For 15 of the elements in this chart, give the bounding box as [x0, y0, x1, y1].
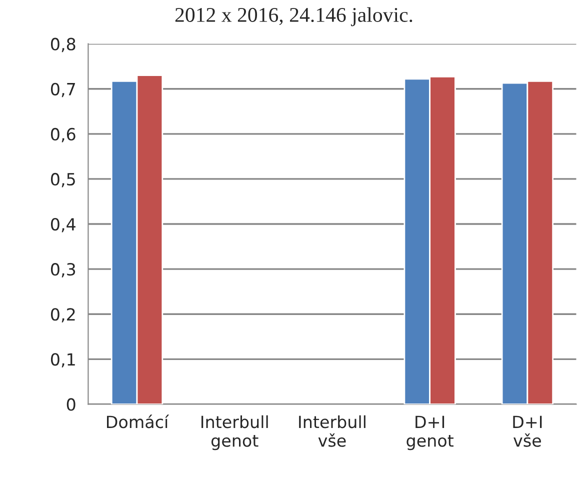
x-tick-label: Interbull vše [299, 415, 366, 447]
y-tick-label: 0,8 [50, 38, 76, 52]
chart-title: 2012 x 2016, 24.146 jalovic. [175, 7, 412, 26]
y-tick-label: 0,4 [50, 218, 76, 232]
y-tick-label: 0 [66, 398, 76, 411]
y-tick-label: 0,3 [50, 263, 76, 278]
y-tick-label: 0,2 [50, 308, 75, 322]
x-tick-label: D+I genot [406, 416, 454, 450]
y-tick-label: 0,5 [50, 172, 75, 188]
x-tick-label: Interbull genot [201, 415, 268, 450]
y-tick-label: 0,6 [50, 128, 76, 142]
x-tick-label: Domácí [107, 414, 170, 428]
y-tick-label: 0,7 [50, 82, 75, 98]
y-tick-label: 0,1 [50, 353, 75, 368]
x-tick-label: D+I vše [513, 416, 542, 447]
